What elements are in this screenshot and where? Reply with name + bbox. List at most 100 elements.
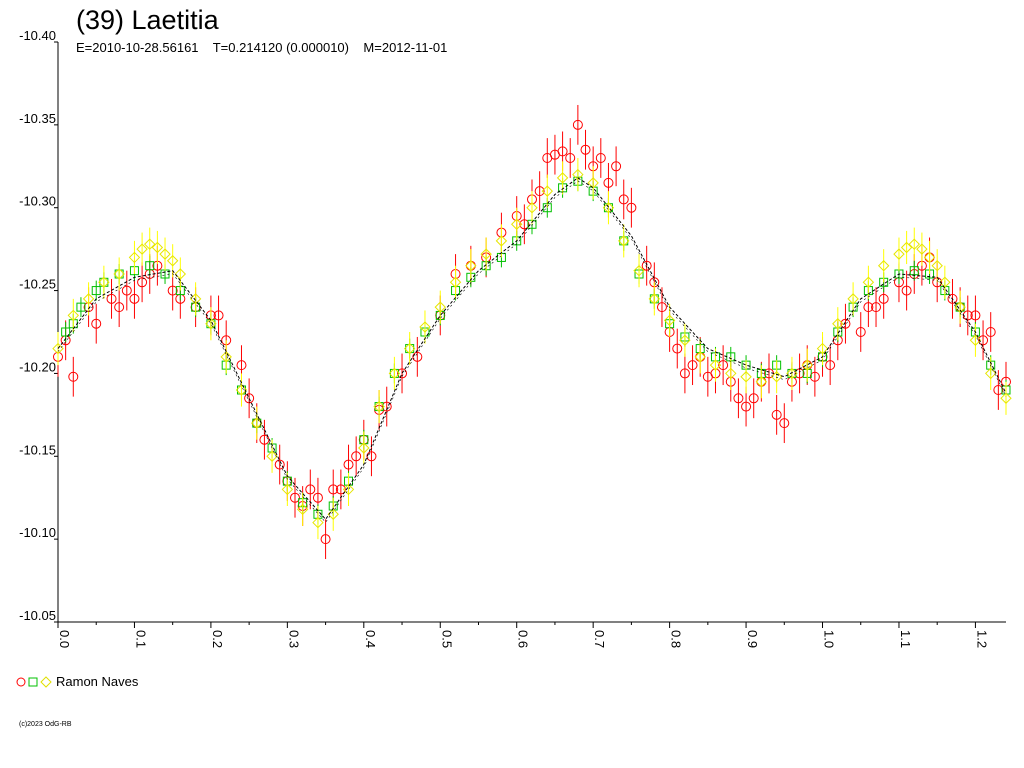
- data-point: [939, 276, 951, 288]
- chart-title: (39) Laetitia: [76, 5, 219, 35]
- data-point: [725, 367, 737, 380]
- data-point: [519, 219, 530, 230]
- data-point: [388, 367, 401, 380]
- x-tick-label: 1.2: [974, 630, 989, 648]
- data-point: [343, 459, 354, 470]
- y-tick-label: -10.05: [19, 608, 56, 623]
- data-point: [128, 251, 141, 264]
- copyright-text: (c)2023 OdG-RB: [19, 721, 72, 728]
- data-point: [381, 401, 392, 412]
- legend-square-marker: [28, 677, 38, 687]
- data-point: [511, 218, 523, 230]
- x-tick-label: 0.7: [592, 630, 607, 648]
- data-point: [305, 484, 316, 495]
- data-point: [694, 351, 706, 363]
- data-point: [151, 241, 164, 254]
- data-point: [832, 318, 844, 330]
- legend-circle-marker: [16, 677, 26, 687]
- data-point: [312, 492, 323, 503]
- data-point: [633, 264, 645, 277]
- data-point: [611, 161, 622, 172]
- data-point: [648, 293, 661, 305]
- data-point: [978, 335, 989, 346]
- data-point: [465, 260, 477, 272]
- data-point: [495, 235, 508, 247]
- series-circle: [53, 104, 1011, 560]
- data-point: [855, 327, 866, 337]
- data-point: [76, 302, 86, 312]
- data-point: [993, 385, 1004, 395]
- data-point: [121, 285, 132, 296]
- data-point: [166, 255, 179, 267]
- x-tick-label: 1.0: [822, 630, 837, 648]
- y-tick-label: -10.15: [19, 442, 56, 457]
- series-square: [61, 171, 1011, 525]
- data-point: [335, 484, 346, 495]
- data-point: [825, 360, 836, 371]
- data-point: [809, 371, 820, 382]
- data-point: [235, 384, 248, 396]
- data-point: [709, 359, 722, 371]
- data-point: [740, 371, 752, 383]
- data-point: [244, 393, 255, 404]
- data-point: [82, 293, 95, 305]
- data-point: [969, 334, 982, 346]
- data-point: [205, 318, 217, 330]
- x-tick-label: 0.0: [57, 630, 72, 648]
- data-point: [603, 177, 614, 188]
- fit-curve-line-secondary: [57, 180, 1007, 523]
- data-point: [878, 293, 889, 304]
- data-point: [419, 321, 431, 333]
- x-tick-label: 0.9: [745, 630, 760, 648]
- data-point: [916, 243, 928, 255]
- data-point: [98, 276, 110, 288]
- data-point: [557, 146, 568, 157]
- data-point: [67, 309, 79, 322]
- fit-curve: [57, 177, 1007, 523]
- data-point: [220, 351, 232, 363]
- y-tick-label: -10.30: [19, 194, 56, 209]
- y-tick-label: -10.25: [19, 277, 56, 292]
- data-point: [342, 483, 355, 496]
- data-point: [862, 276, 875, 288]
- data-point: [541, 185, 553, 197]
- data-point: [786, 367, 798, 380]
- y-tick-label: -10.35: [19, 111, 56, 126]
- data-point: [167, 285, 178, 296]
- data-point: [189, 293, 202, 305]
- data-point: [970, 310, 981, 321]
- data-point: [847, 293, 859, 305]
- data-point: [877, 260, 890, 272]
- data-point: [900, 241, 913, 254]
- data-point: [565, 153, 576, 163]
- data-point: [679, 368, 690, 379]
- data-point: [290, 492, 300, 503]
- data-point: [373, 400, 385, 413]
- data-point: [840, 318, 851, 329]
- data-point: [572, 119, 583, 130]
- legend: Ramon Naves: [16, 674, 138, 690]
- data-point: [618, 235, 630, 247]
- data-point: [61, 327, 71, 337]
- data-point: [213, 310, 224, 321]
- fit-curve-line: [57, 177, 1007, 521]
- data-point: [901, 285, 912, 296]
- series-diamond: [52, 158, 1012, 540]
- data-point: [137, 277, 148, 288]
- data-point: [174, 268, 187, 280]
- data-point: [618, 194, 629, 205]
- data-point: [770, 371, 783, 383]
- legend-label: Ramon Naves: [56, 674, 139, 689]
- data-point: [909, 266, 919, 276]
- data-point: [556, 172, 569, 184]
- data-point: [893, 248, 905, 260]
- data-point: [145, 261, 155, 271]
- data-point: [816, 342, 829, 355]
- data-point: [679, 334, 691, 346]
- data-point: [908, 238, 920, 250]
- data-point: [358, 442, 370, 454]
- x-tick-label: 0.4: [363, 630, 378, 648]
- data-point: [672, 343, 683, 354]
- data-series: [52, 104, 1012, 560]
